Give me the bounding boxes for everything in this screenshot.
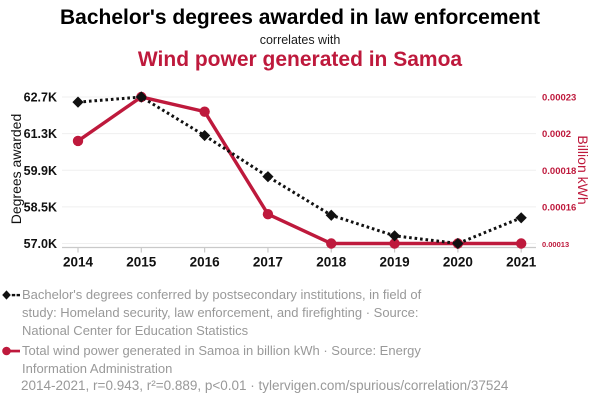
marker-wind-power-samoa [199,106,210,117]
marker-wind-power-samoa [389,238,400,249]
red-circle-solid-line-icon [2,346,20,356]
chart-subtitle: Wind power generated in Samoa [137,48,463,71]
right-axis-tick-label: 0.0002 [542,129,571,140]
right-axis-tick-label: 0.00016 [542,202,576,213]
x-axis-tick-label: 2015 [126,255,157,270]
chart-connector-text: correlates with [259,33,341,47]
right-axis-tick-label: 0.00013 [542,240,569,249]
chart-title: Bachelor's degrees awarded in law enforc… [60,6,540,29]
x-axis-tick-label: 2021 [506,255,537,270]
left-axis-tick-label: 61.3K [24,127,57,141]
legend-text-degrees: Bachelor's degrees conferred by postseco… [22,287,422,338]
marker-bachelors-degrees [325,209,337,221]
marker-bachelors-degrees [515,212,527,224]
legend-entry-wind-power: Total wind power generated in Samoa in b… [2,342,458,378]
marker-wind-power-samoa [262,209,274,220]
right-axis-tick-label: 0.00018 [542,166,576,177]
legend-entry-degrees: Bachelor's degrees conferred by postseco… [2,286,458,340]
stats-footer: 2014-2021, r=0.943, r²=0.889, p<0.01 · t… [21,378,509,393]
marker-wind-power-samoa [516,238,527,249]
x-axis-tick-label: 2014 [63,255,94,270]
left-axis-tick-label: 62.7K [24,91,57,105]
left-axis-tick-label: 57.0K [24,237,57,251]
left-axis-tick-label: 58.5K [24,200,57,214]
left-axis-tick-label: 59.9K [24,164,57,178]
marker-bachelors-degrees [262,171,274,183]
marker-bachelors-degrees [388,230,401,242]
x-axis-tick-label: 2017 [253,255,283,270]
x-axis-tick-label: 2019 [380,255,410,270]
plot-area: 57.0K 0.00013 58.5K 0.00016 59.9K 0.00018 61.3… [24,91,577,270]
x-axis-tick-label: 2016 [190,255,221,270]
marker-wind-power-samoa [326,238,337,249]
x-axis-tick-label: 2020 [443,255,473,270]
legend-text-wind-power: Total wind power generated in Samoa in b… [22,343,421,376]
marker-wind-power-samoa [72,135,84,147]
x-axis-tick-label: 2018 [316,255,347,270]
black-diamond-dashed-line-icon [2,290,20,300]
marker-bachelors-degrees [72,96,84,108]
marker-bachelors-degrees [199,129,211,142]
marker-bachelors-degrees [452,237,464,250]
right-axis-tick-label: 0.00023 [542,93,576,104]
